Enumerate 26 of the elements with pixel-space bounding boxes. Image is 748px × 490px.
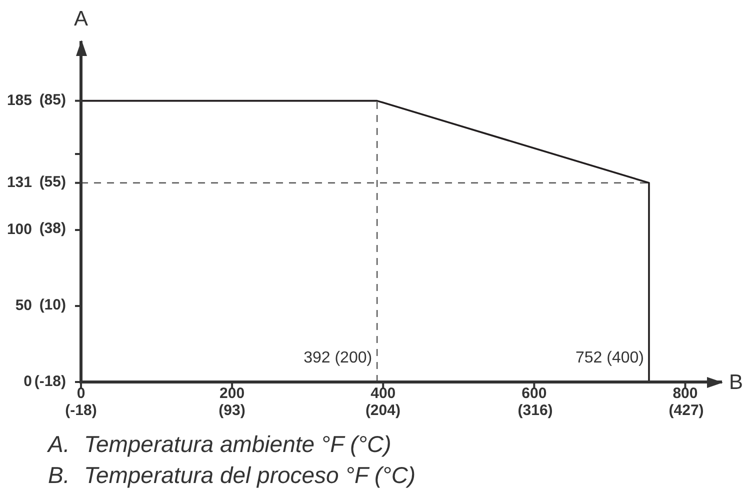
y-tick-label: 50 bbox=[15, 297, 32, 314]
x2-tick-label: (427) bbox=[668, 402, 704, 420]
x-tick-label: 0 bbox=[76, 385, 86, 402]
y-tick-label: 100 bbox=[6, 221, 32, 238]
y-tick-label: 185 bbox=[6, 92, 32, 109]
x2-tick-label: (316) bbox=[518, 402, 553, 420]
x2-tick-label: (-18) bbox=[65, 402, 97, 420]
x2-tick-label: (204) bbox=[365, 402, 400, 420]
x-tick-label: 400 bbox=[370, 385, 396, 402]
y2-axis-title: A bbox=[74, 7, 88, 30]
x-axis-title: B bbox=[729, 370, 744, 394]
y2-tick-label: (-18) bbox=[34, 373, 66, 390]
y-tick-label: 0 bbox=[24, 373, 32, 390]
text: B. Temperatura del proceso °F (°C) bbox=[48, 461, 416, 490]
x2-tick-label: (93) bbox=[218, 402, 246, 420]
y2-tick-label: (10) bbox=[39, 296, 66, 314]
x-tick-label: 600 bbox=[522, 385, 547, 402]
y2-tick-label: (55) bbox=[39, 173, 66, 190]
annotation: 392 (200) bbox=[304, 349, 372, 366]
x-tick-label: 800 bbox=[672, 385, 698, 402]
x-tick-label: 200 bbox=[220, 385, 245, 402]
y-tick-label: 131 bbox=[6, 174, 32, 192]
y2-tick-label: (38) bbox=[39, 220, 66, 237]
annotation: 752 (400) bbox=[575, 349, 644, 366]
text: A. Temperatura ambiente °F (°C) bbox=[48, 430, 392, 459]
y2-tick-label: (85) bbox=[39, 91, 66, 108]
